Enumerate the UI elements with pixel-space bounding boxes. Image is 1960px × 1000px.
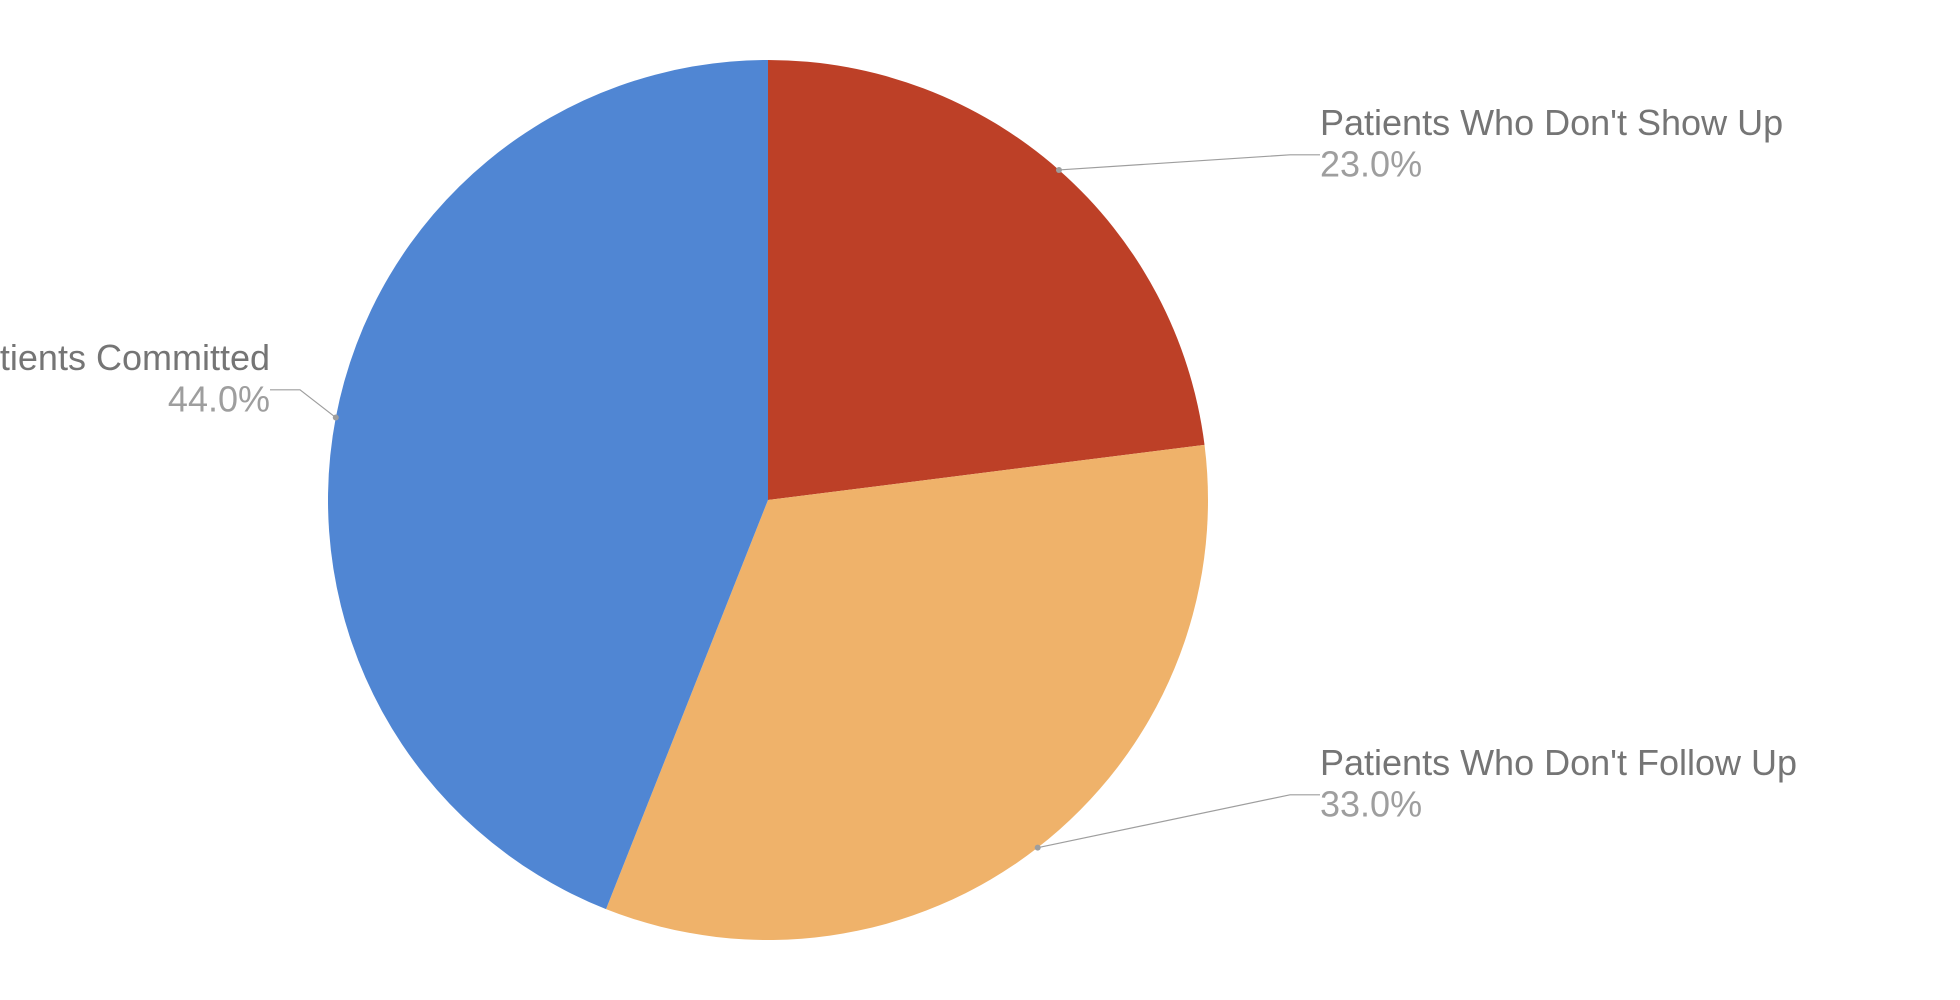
slice-percent: 33.0% [1320,783,1422,824]
leader-line [270,390,336,418]
leader-line [1059,155,1320,170]
slice-label: Patients Committed [0,337,270,378]
slice-label: Patients Who Don't Show Up [1320,102,1783,143]
slice-percent: 23.0% [1320,143,1422,184]
pie-chart-svg: Patients Who Don't Show Up23.0% Patients … [0,0,1960,1000]
pie-chart-container: Patients Who Don't Show Up23.0% Patients … [0,0,1960,1000]
slice-label: Patients Who Don't Follow Up [1320,742,1797,783]
pie-slice [768,60,1205,500]
slice-percent: 44.0% [168,378,270,419]
